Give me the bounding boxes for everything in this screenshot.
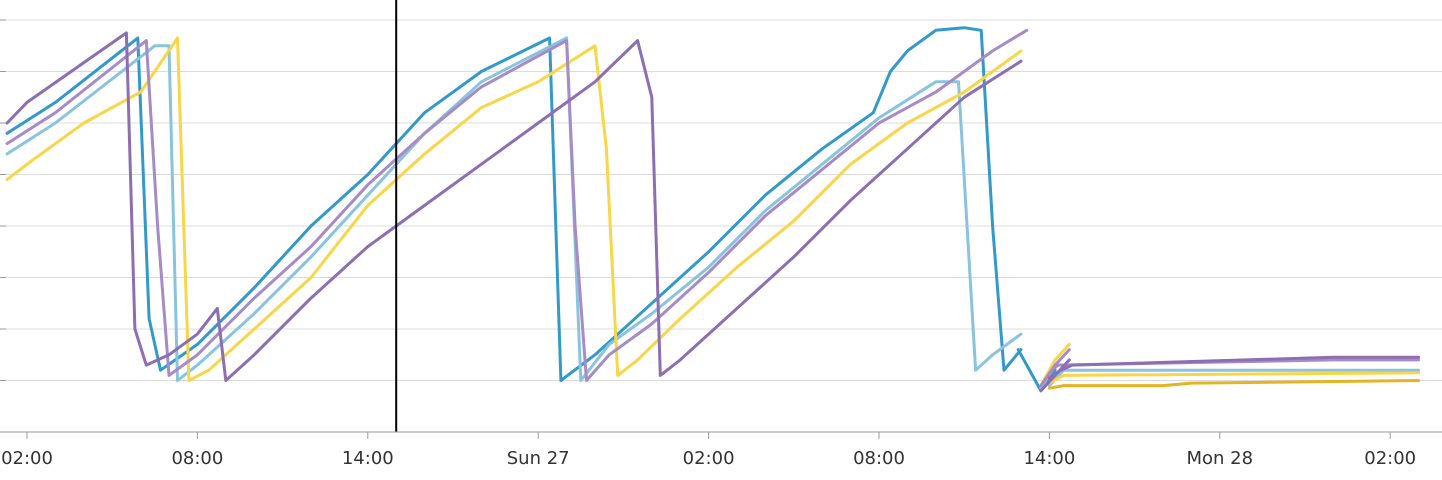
- x-tick-label: 08:00: [171, 448, 223, 469]
- x-tick-label: 02:00: [1, 448, 53, 469]
- series-line: [5, 26, 1023, 382]
- series-2: [5, 36, 1421, 390]
- series-layer: [5, 26, 1421, 393]
- series-line: [1047, 379, 1421, 390]
- x-tick-label: 08:00: [853, 448, 905, 469]
- series-line: [5, 31, 1023, 382]
- x-tick-label: 02:00: [1364, 448, 1416, 469]
- series-line: [1047, 371, 1421, 385]
- x-tick-label: Sun 27: [507, 448, 570, 469]
- series-6: [5, 31, 1421, 393]
- series-line: [1039, 348, 1071, 388]
- x-tick-label: Mon 28: [1187, 448, 1254, 469]
- grid: [0, 19, 1442, 381]
- x-tick-label: 14:00: [1023, 448, 1075, 469]
- series-4: [1047, 379, 1421, 390]
- x-tick-label: 02:00: [683, 448, 735, 469]
- x-axis: 02:00 08:00 14:00 Sun 27 02:00 08:00 14:00 Mon …: [0, 431, 1442, 469]
- series-line: [5, 28, 1029, 382]
- series-line: [1047, 355, 1421, 380]
- series-1: [5, 26, 1057, 393]
- series-line: [5, 36, 1023, 382]
- x-tick-label: 14:00: [342, 448, 394, 469]
